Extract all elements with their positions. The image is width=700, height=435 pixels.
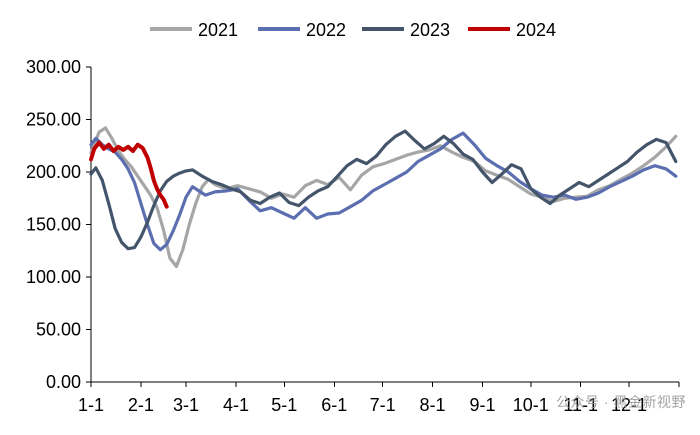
y-tick-label: 100.00: [26, 267, 81, 287]
x-tick-label: 8-1: [420, 395, 446, 415]
x-tick-label: 12-1: [611, 395, 647, 415]
legend-label-2021: 2021: [198, 20, 238, 40]
y-tick-label: 50.00: [36, 320, 81, 340]
x-tick-label: 4-1: [223, 395, 249, 415]
legend-label-2023: 2023: [410, 20, 450, 40]
legend-label-2022: 2022: [306, 20, 346, 40]
y-axis: 0.00 50.00 100.00 150.00 200.00 250.00 300.00: [26, 57, 92, 392]
x-tick-label: 6-1: [321, 395, 347, 415]
series-line-2024: [89, 140, 169, 209]
legend-label-2024: 2024: [516, 20, 556, 40]
x-tick-label: 11-1: [563, 395, 598, 415]
chart-legend: 2021 2022 2023 2024: [150, 20, 556, 40]
series-line-2022: [89, 131, 678, 252]
x-tick-label: 9-1: [469, 395, 495, 415]
y-tick-label: 300.00: [26, 57, 81, 77]
y-tick-label: 250.00: [26, 110, 81, 130]
x-tick-label: 5-1: [271, 395, 297, 415]
y-tick-label: 200.00: [26, 162, 81, 182]
series-line-2021: [89, 126, 678, 269]
x-tick-label: 10-1: [513, 395, 549, 415]
plot-area: [89, 126, 678, 269]
x-tick-label: 1-1: [78, 395, 104, 415]
x-axis: 1-1 2-1 3-1 4-1 5-1 6-1 7-1 8-1 9-1 10-1 11-1 12-1: [78, 381, 680, 415]
watermark-text: 公众号 · 黑金新视野: [556, 394, 686, 410]
x-tick-label: 3-1: [173, 395, 199, 415]
x-tick-label: 2-1: [128, 395, 154, 415]
x-tick-label: 7-1: [370, 395, 396, 415]
y-tick-label: 150.00: [26, 215, 81, 235]
series-line-2023: [89, 129, 678, 251]
y-tick-label: 0.00: [46, 372, 81, 392]
